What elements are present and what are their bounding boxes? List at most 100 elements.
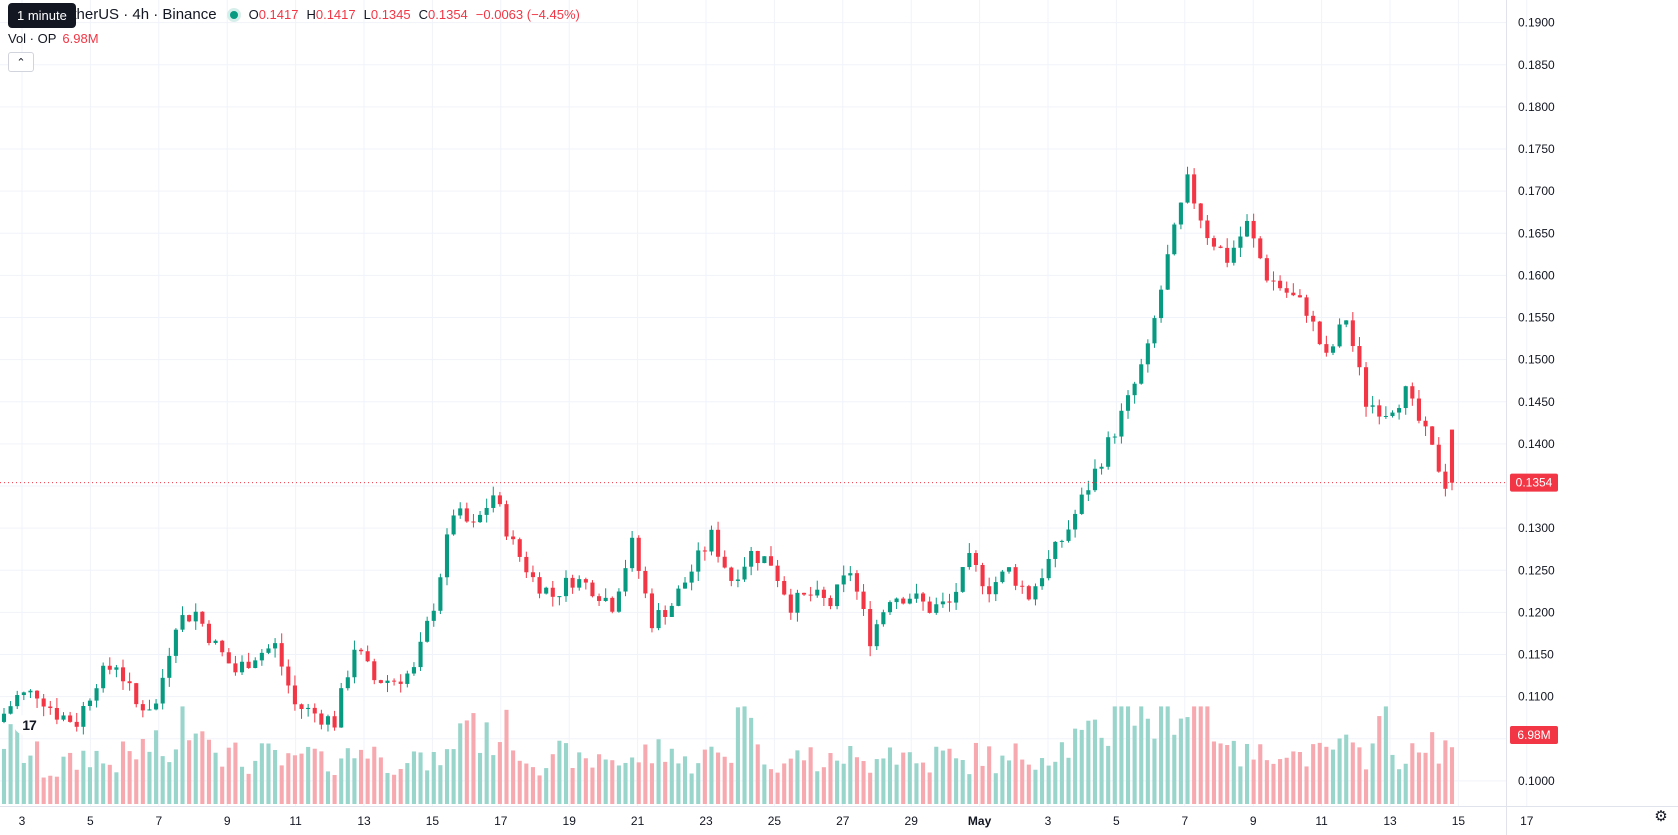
volume-bar — [160, 756, 165, 804]
volume-bar — [464, 720, 469, 804]
candle-body — [947, 601, 952, 603]
volume-bar — [140, 738, 145, 804]
volume-bar — [134, 759, 139, 804]
volume-bar — [550, 754, 555, 804]
volume-bar — [411, 751, 416, 804]
candle-body — [1152, 318, 1157, 344]
volume-bar — [319, 751, 324, 804]
candle-body — [418, 641, 423, 668]
time-tick-label: 11 — [289, 814, 302, 828]
high-value: 0.1417 — [315, 7, 356, 22]
volume-bar — [1324, 746, 1329, 804]
volume-bar — [1317, 742, 1322, 804]
volume-bar — [702, 749, 707, 804]
candle-body — [464, 508, 469, 522]
volume-bar — [497, 742, 502, 804]
candle-body — [1304, 297, 1309, 316]
price-tick-label: 0.1700 — [1518, 184, 1555, 198]
time-tick-label: 15 — [426, 814, 440, 828]
time-tick-label: 5 — [87, 814, 94, 828]
volume-bar — [187, 740, 192, 804]
volume-bar — [1211, 741, 1217, 804]
candle-body — [1165, 254, 1170, 290]
volume-bar — [749, 717, 754, 804]
volume-bar — [1040, 758, 1045, 804]
volume-badge — [1510, 726, 1558, 744]
candle-body — [782, 580, 787, 595]
candle-body — [444, 534, 450, 578]
volume-bars — [1, 706, 1455, 804]
volume-value: 6.98M — [62, 31, 99, 46]
candle-body — [1033, 586, 1038, 600]
volume-bar — [1357, 747, 1362, 804]
volume-bar — [1192, 706, 1197, 804]
volume-bar — [1178, 718, 1183, 804]
volume-bar — [1112, 706, 1117, 804]
volume-label[interactable]: Vol · OP — [8, 31, 57, 46]
candle-body — [590, 582, 595, 597]
candle-body — [48, 706, 53, 709]
price-tick-label: 0.1500 — [1518, 353, 1555, 367]
volume-bar — [1436, 763, 1441, 804]
volume-bar — [200, 731, 205, 804]
candle-body — [61, 715, 66, 720]
tradingview-logo-icon[interactable]: 17 — [14, 714, 44, 736]
candle-body — [35, 690, 40, 699]
candle-body — [497, 495, 502, 505]
volume-bar — [1073, 728, 1078, 804]
candle-body — [1099, 466, 1104, 469]
volume-bar — [1251, 759, 1256, 804]
candle-body — [233, 663, 238, 673]
market-status-icon[interactable] — [226, 7, 241, 22]
volume-bar — [1, 748, 7, 804]
volume-bar — [557, 740, 562, 804]
gear-icon[interactable]: ⚙ — [1654, 808, 1668, 825]
volume-bar — [1363, 769, 1369, 804]
candle-body — [682, 582, 688, 589]
candle-body — [603, 597, 608, 601]
volume-bar — [934, 746, 939, 804]
volume-bar — [273, 749, 278, 804]
volume-bar — [246, 773, 251, 804]
candle-body — [81, 706, 86, 727]
volume-bar — [358, 749, 364, 804]
collapse-legend-button[interactable]: ⌃ — [8, 52, 34, 72]
candle-body — [960, 567, 965, 592]
volume-legend: Vol · OP 6.98M — [8, 31, 99, 46]
symbol-title[interactable]: etherUS · 4h · Binance — [64, 6, 217, 23]
candle-body — [167, 655, 172, 678]
candle-body — [312, 707, 317, 714]
volume-bar — [821, 767, 826, 804]
volume-bar — [1132, 725, 1137, 804]
volume-bar — [1350, 742, 1355, 804]
volume-bar — [854, 757, 859, 804]
candle-body — [332, 716, 337, 728]
time-tick-label: 7 — [155, 814, 162, 828]
time-tick-label: May — [968, 814, 992, 828]
candle-body — [1086, 490, 1091, 495]
candle-body — [160, 677, 165, 704]
volume-bar — [74, 769, 79, 804]
candle-body — [239, 661, 245, 673]
candle-body — [1397, 408, 1402, 413]
volume-bar — [451, 749, 456, 804]
candle-body — [921, 593, 926, 602]
candle-body — [246, 661, 251, 669]
volume-bar — [28, 755, 33, 804]
candle-body — [425, 620, 430, 642]
candle-body — [372, 661, 377, 681]
volume-bar — [987, 746, 992, 804]
volume-bar — [861, 761, 866, 804]
volume-bar — [775, 772, 780, 804]
volume-bar — [279, 765, 284, 804]
volume-bar — [742, 706, 747, 804]
candle-body — [663, 610, 668, 617]
candle-body — [1059, 540, 1064, 542]
candle-body — [676, 588, 681, 606]
volume-bar — [325, 771, 331, 804]
volume-bar — [1430, 732, 1435, 804]
volume-bar — [94, 750, 99, 804]
volume-bar — [259, 743, 264, 804]
volume-bar — [795, 750, 800, 804]
